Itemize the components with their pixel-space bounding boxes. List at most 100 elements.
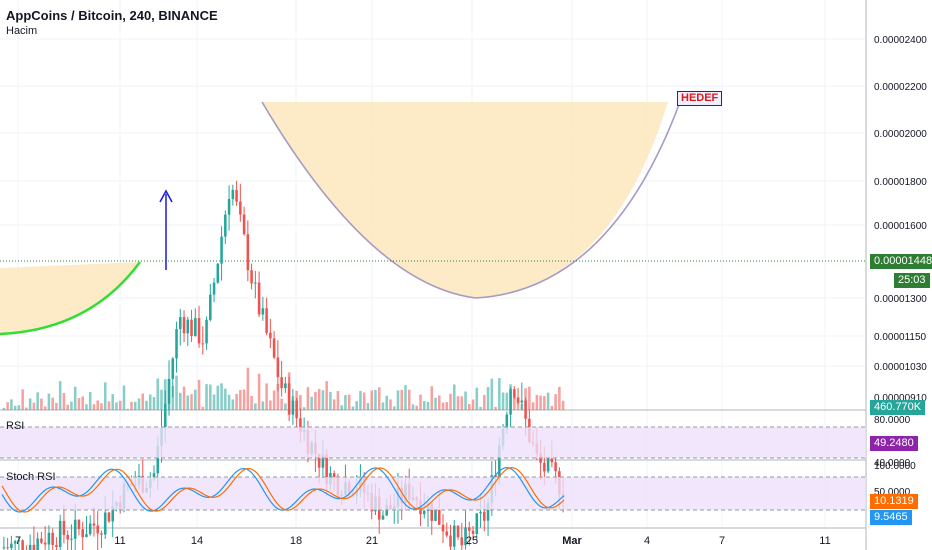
candle-body [456, 525, 460, 538]
candle-body [468, 527, 471, 531]
candle-body [261, 308, 265, 315]
candle-body [10, 543, 13, 549]
rsi-band [0, 427, 866, 458]
volume-bar [336, 391, 340, 410]
volume-bar [479, 406, 482, 410]
candle-body [220, 236, 223, 264]
candle-body [58, 520, 62, 547]
candle-body [276, 357, 280, 378]
volume-bar [242, 389, 246, 410]
volume-bar [471, 399, 475, 410]
volume-bar [385, 395, 388, 410]
target-arrow-head [159, 189, 173, 203]
volume-bar [190, 394, 193, 410]
candle-body [73, 519, 77, 539]
candle-body [430, 503, 434, 521]
volume-bar [550, 406, 554, 410]
volume-bar [81, 396, 84, 410]
candle-body [505, 414, 509, 429]
candle-body [464, 527, 467, 546]
volume-bar [453, 384, 456, 410]
volume-bar [92, 404, 96, 410]
volume-bar [280, 398, 283, 410]
volume-bar [468, 403, 471, 410]
volume-bar [344, 395, 347, 410]
rsi-level-label: 80.0000 [874, 415, 911, 426]
volume-bar [513, 397, 516, 410]
volume-bar [194, 389, 197, 410]
cup-fill [262, 102, 668, 298]
candle-body [205, 319, 208, 344]
time-tick-label: 11 [114, 535, 125, 547]
candle-body [246, 234, 250, 271]
candle-body [475, 513, 479, 534]
stoch-d-line [1, 466, 565, 513]
volume-bar [235, 393, 238, 410]
candle-body [81, 529, 84, 538]
volume-bar [257, 373, 261, 410]
volume-bar [359, 390, 362, 410]
time-tick-label: Mar [562, 535, 582, 547]
volume-bar [449, 393, 452, 410]
volume-bar [216, 385, 220, 410]
candle-body [231, 189, 235, 200]
candle-body [498, 445, 501, 478]
volume-bar [404, 385, 407, 410]
candle-body [437, 509, 441, 525]
volume-bar [302, 407, 306, 410]
candle-body [554, 462, 557, 472]
time-tick-label: 21 [366, 535, 378, 547]
time-tick-label: 18 [290, 535, 302, 547]
candle-body [13, 541, 17, 544]
volume-bar [156, 378, 160, 410]
volume-bar [392, 406, 396, 410]
volume-bar [73, 386, 77, 410]
price-tick-label: 0.00001150 [874, 332, 927, 343]
volume-bar [539, 395, 542, 410]
volume-bar [317, 388, 321, 410]
volume-bar [6, 402, 9, 410]
countdown-tag: 25:03 [894, 273, 930, 288]
candle-body [66, 534, 69, 540]
time-tick-label: 25 [466, 535, 478, 547]
candle-body [100, 533, 103, 535]
volume-bar [70, 401, 73, 410]
volume-bar [85, 404, 88, 410]
candle-body [88, 523, 92, 535]
candle-body [77, 519, 81, 530]
candle-body [6, 547, 9, 549]
candle-body [509, 389, 512, 415]
candle-body [163, 403, 167, 429]
volume-bar [145, 400, 148, 410]
candle-body [209, 294, 212, 320]
volume-bar [445, 402, 449, 410]
volume-value-tag: 460.770K [870, 400, 926, 415]
candle-body [197, 318, 201, 344]
volume-bar [332, 399, 336, 410]
volume-bar [62, 393, 66, 410]
candle-body [422, 510, 426, 515]
volume-bar [254, 403, 257, 410]
candle-body [513, 389, 516, 398]
volume-bar [396, 390, 400, 410]
stoch-d-tag: 9.5465 [870, 510, 912, 525]
volume-bar [347, 394, 351, 410]
candle-body [291, 400, 295, 415]
volume-bar [197, 379, 201, 410]
volume-bar [276, 383, 280, 410]
left-pattern-fill [0, 262, 140, 334]
volume-bar [422, 401, 426, 410]
price-tick-label: 0.00002200 [874, 82, 927, 93]
volume-label: Hacim [6, 25, 38, 37]
volume-bar [558, 386, 561, 410]
volume-bar [554, 394, 557, 410]
volume-bar [231, 399, 235, 410]
candle-body [543, 462, 546, 472]
volume-bar [239, 390, 242, 410]
volume-bar [561, 400, 565, 410]
volume-bar [374, 389, 377, 410]
candle-body [381, 515, 385, 520]
volume-bar [351, 406, 355, 410]
time-tick-label: 14 [191, 535, 203, 547]
volume-bar [21, 389, 24, 410]
